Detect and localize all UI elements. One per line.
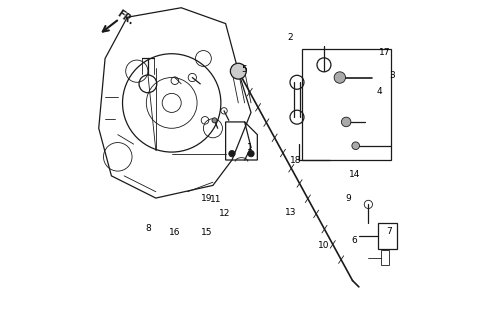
Text: 5: 5 (240, 65, 246, 74)
Text: 14: 14 (349, 170, 360, 179)
Text: FR.: FR. (114, 9, 135, 27)
Text: 4: 4 (376, 87, 382, 96)
Text: 6: 6 (351, 236, 356, 245)
Circle shape (351, 142, 359, 149)
Text: 2: 2 (287, 33, 293, 42)
Circle shape (341, 117, 350, 127)
Text: 12: 12 (219, 209, 230, 219)
Bar (380, 251, 388, 265)
Circle shape (247, 150, 254, 157)
Text: 16: 16 (169, 228, 180, 237)
Bar (377, 223, 396, 249)
Text: 19: 19 (200, 194, 212, 203)
Text: 18: 18 (289, 156, 301, 164)
Text: 1: 1 (246, 143, 252, 152)
Text: 11: 11 (210, 195, 221, 204)
Text: 7: 7 (385, 227, 391, 236)
Text: 9: 9 (345, 194, 351, 203)
Text: 17: 17 (378, 48, 389, 57)
Bar (301, 49, 390, 160)
Text: 8: 8 (145, 224, 150, 233)
Circle shape (228, 150, 234, 157)
Text: 15: 15 (200, 228, 212, 237)
Circle shape (334, 72, 345, 83)
Text: 3: 3 (388, 71, 394, 80)
Text: 10: 10 (318, 241, 329, 250)
Circle shape (211, 118, 216, 123)
Circle shape (230, 63, 246, 79)
Text: 13: 13 (285, 208, 296, 217)
